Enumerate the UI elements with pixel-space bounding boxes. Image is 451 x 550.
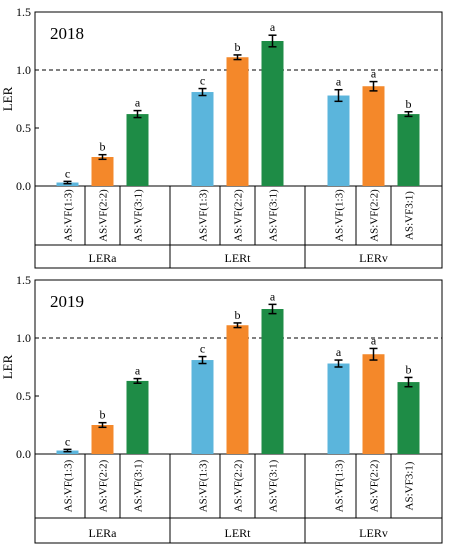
bar [191,92,214,186]
significance-letter: c [65,434,70,448]
y-tick-label: 0.5 [16,389,31,403]
bar [362,354,385,454]
group-label: LERt [225,526,252,540]
bar [397,382,420,454]
significance-letter: c [200,342,205,356]
panel-frame [34,279,443,544]
significance-letter: a [270,289,276,303]
significance-letter: a [336,75,342,89]
bar [226,325,249,454]
bar [261,41,284,186]
group-label: LERv [359,526,388,540]
category-label: AS:VF(1:3) [63,459,75,512]
category-label: AS:VF(1:3) [63,189,75,242]
y-tick-label: 0.0 [16,447,31,461]
group-label: LERv [359,251,388,265]
bar [362,86,385,186]
category-label: AS:VF(3:1) [268,459,280,512]
y-tick-label: 1.0 [16,331,31,345]
bar [191,360,214,454]
category-label: AS:VF(1:3) [198,189,210,242]
category-label: AS:VF(3:1) [133,459,145,512]
bar [126,114,149,186]
significance-letter: a [336,345,342,359]
bar [261,309,284,454]
bar [327,95,350,186]
significance-letter: a [135,364,141,378]
significance-letter: b [406,97,412,111]
y-axis-label: LER [0,354,15,379]
chart-panel-2018: 0.0 0.5 1.0 1.5 LER 2018 LERa c AS:VF(1:3) b AS:VF… [0,5,443,269]
bar [327,363,350,454]
category-label: AS:VF(2:2) [233,459,245,512]
bar [397,114,420,186]
significance-letter: b [235,308,241,322]
year-label: 2018 [50,24,84,43]
significance-letter: b [100,140,106,154]
category-label: AS:VF(1:3) [334,459,346,512]
y-tick-label: 0.5 [16,121,31,135]
bar [226,57,249,186]
significance-letter: c [200,74,205,88]
category-label: AS:VF(2:2) [98,189,110,242]
significance-letter: a [135,96,141,110]
category-label: AS:VF(1:3) [334,189,346,242]
category-label: AS:VF3:1) [404,191,416,240]
category-label: AS:VF(2:2) [369,189,381,242]
bar [91,157,114,186]
significance-letter: b [406,362,412,376]
y-axis-label: LER [0,86,15,111]
y-tick-label: 1.5 [16,273,31,287]
category-label: AS:VF(1:3) [198,459,210,512]
panel-frame [34,11,443,269]
category-label: AS:VF(2:2) [233,189,245,242]
category-label: AS:VF(2:2) [369,459,381,512]
group-label: LERa [89,251,118,265]
significance-letter: b [235,40,241,54]
year-label: 2019 [50,292,84,311]
chart-panel-2019: 0.0 0.5 1.0 1.5 LER 2019 LERa c AS:VF(1:3) b AS:VF… [0,273,443,544]
category-label: AS:VF3:1) [404,461,416,510]
category-label: AS:VF(2:2) [98,459,110,512]
significance-letter: a [270,20,276,34]
bar [91,425,114,454]
y-tick-label: 1.5 [16,5,31,19]
category-label: AS:VF(3:1) [133,189,145,242]
significance-letter: a [371,333,377,347]
bar [126,380,149,454]
significance-letter: c [65,166,70,180]
group-label: LERa [89,526,118,540]
significance-letter: a [371,67,377,81]
y-tick-label: 0.0 [16,179,31,193]
y-tick-label: 1.0 [16,63,31,77]
category-label: AS:VF(3:1) [268,189,280,242]
significance-letter: b [100,408,106,422]
group-label: LERt [225,251,252,265]
